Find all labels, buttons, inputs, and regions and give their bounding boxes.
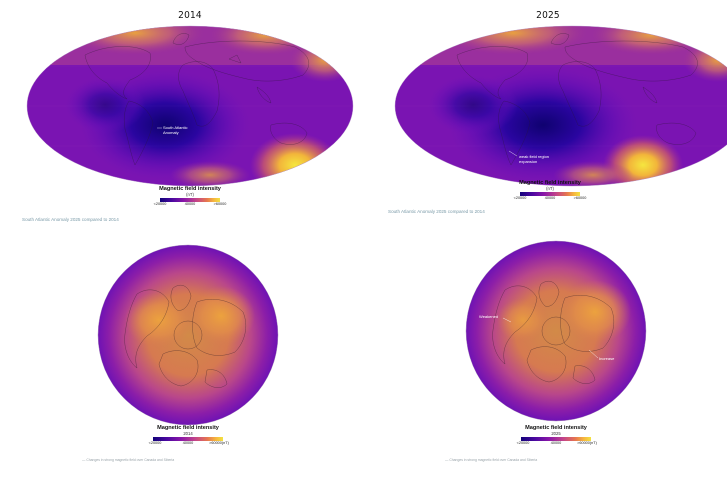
legend-tick-mid: 40000 [550, 441, 562, 445]
footnote-bottom-left: — Changes in strong magnetic field over … [82, 458, 175, 462]
legend-title: Magnetic field intensity [159, 186, 221, 192]
legend-polar-2025: Magnetic field intensity 2025 <20000 400… [508, 425, 604, 446]
legend-title: Magnetic field intensity [157, 425, 219, 431]
legend-title: Magnetic field intensity [519, 180, 581, 186]
polar-map-2014 [97, 244, 279, 426]
legend-tick-high: >60000 [573, 196, 587, 200]
world-map-2025: weak field region expansion [394, 25, 727, 187]
legend-tick-low: <20000 [516, 441, 530, 445]
legend-tick-low: <20000 [513, 196, 527, 200]
legend-unit: (nT) [546, 186, 554, 191]
legend-tick-mid: 40000 [184, 202, 196, 206]
map-title-2014: 2014 [178, 10, 202, 21]
legend-2014-map: Magnetic field intensity (nT) <20000 400… [150, 186, 230, 207]
svg-text:Anomaly: Anomaly [163, 130, 179, 135]
legend-tick-high: >60000(nT) [577, 441, 597, 445]
legend-colorbar [520, 192, 580, 196]
polar-map-2025: Weakened Increase [465, 240, 647, 422]
legend-colorbar [153, 437, 223, 441]
world-map-2014: South Atlantic Anomaly [26, 25, 354, 187]
legend-tick-low: <20000 [153, 202, 167, 206]
legend-tick-mid: 40000 [182, 441, 194, 445]
legend-2025-map: Magnetic field intensity (nT) <20000 400… [510, 180, 590, 201]
map-title-2025: 2025 [536, 10, 560, 21]
svg-text:expansion: expansion [519, 159, 537, 164]
footnote-bottom-right: — Changes in strong magnetic field over … [445, 458, 538, 462]
annotation-saa: South Atlantic [163, 125, 187, 130]
caption-top-right: South Atlantic Anomaly 2025 compared to … [388, 209, 485, 214]
legend-title: Magnetic field intensity [525, 425, 587, 431]
annotation-increase: Increase [599, 356, 615, 361]
legend-unit: (nT) [186, 192, 194, 197]
legend-year: 2025 [551, 431, 561, 436]
legend-polar-2014: Magnetic field intensity 2014 <20000 400… [140, 425, 236, 446]
legend-year: 2014 [183, 431, 193, 436]
legend-colorbar [521, 437, 591, 441]
annotation-expansion: weak field region [519, 154, 549, 159]
annotation-weakened: Weakened [479, 314, 498, 319]
caption-top-left: South Atlantic Anomaly 2025 compared to … [22, 217, 119, 222]
legend-colorbar [160, 198, 220, 202]
legend-tick-mid: 40000 [544, 196, 556, 200]
legend-tick-high: >60000 [213, 202, 227, 206]
legend-tick-low: <20000 [148, 441, 162, 445]
legend-tick-high: >60000(nT) [209, 441, 229, 445]
